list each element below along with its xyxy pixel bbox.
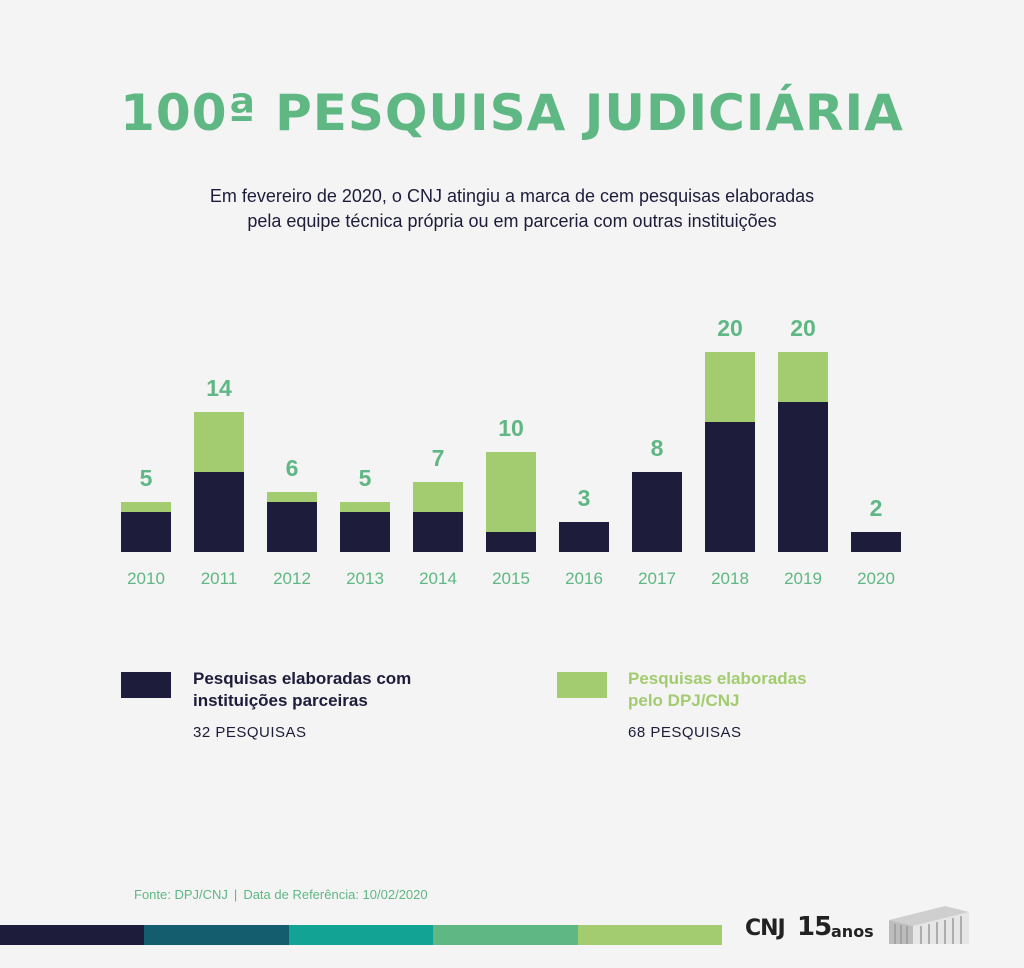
brand-cnj-text: CNJ — [745, 916, 786, 941]
data-label-2012: 6 — [286, 455, 299, 481]
page-title: 100ª PESQUISA JUDICIÁRIA — [120, 84, 904, 142]
x-tick-2015: 2015 — [492, 569, 530, 588]
color-bar-segment — [288, 925, 434, 945]
legend-label-parceiras-line1: Pesquisas elaboradas com — [193, 669, 412, 688]
color-bar-segment — [577, 925, 723, 945]
bar-parceiras-2010 — [121, 512, 171, 552]
color-bar-segment — [433, 925, 578, 945]
bar-parceiras-2016 — [559, 522, 609, 552]
subtitle: Em fevereiro de 2020, o CNJ atingiu a ma… — [112, 184, 912, 234]
bar-dpj-2019 — [778, 352, 828, 402]
reference-date: Data de Referência: 10/02/2020 — [243, 887, 428, 902]
data-label-2015: 10 — [498, 415, 524, 441]
legend-label-dpj: Pesquisas elaboradas pelo DPJ/CNJ — [628, 668, 968, 712]
data-label-2018: 20 — [717, 315, 743, 341]
subtitle-line-1: Em fevereiro de 2020, o CNJ atingiu a ma… — [209, 186, 815, 206]
legend-count-dpj: 68 PESQUISAS — [628, 724, 742, 741]
bar-parceiras-2012 — [267, 502, 317, 552]
color-bar-segment — [144, 925, 289, 945]
x-tick-2020: 2020 — [857, 569, 895, 588]
data-label-2019: 20 — [790, 315, 816, 341]
bar-dpj-2011 — [194, 412, 244, 472]
color-bar-segment — [0, 925, 145, 945]
x-tick-2016: 2016 — [565, 569, 603, 588]
data-label-2016: 3 — [578, 485, 591, 511]
brand-anos-text: anos — [831, 922, 874, 941]
stacked-bar-chart: 5 2010 14 2011 6 2012 5 2013 7 2014 10 2015 3 2016 8 20… — [121, 315, 901, 588]
data-label-2011: 14 — [206, 375, 232, 401]
data-label-2014: 7 — [432, 445, 445, 471]
bar-parceiras-2018 — [705, 422, 755, 552]
x-tick-2019: 2019 — [784, 569, 822, 588]
data-label-2010: 5 — [140, 465, 153, 491]
bar-dpj-2015 — [486, 452, 536, 532]
bar-dpj-2013 — [340, 502, 390, 512]
x-tick-2011: 2011 — [201, 569, 238, 588]
legend-label-parceiras: Pesquisas elaboradas com instituições pa… — [193, 668, 533, 712]
legend-label-parceiras-line2: instituições parceiras — [193, 691, 368, 710]
legend-swatch-parceiras — [121, 672, 171, 698]
bar-parceiras-2015 — [486, 532, 536, 552]
data-label-2013: 5 — [359, 465, 372, 491]
bar-dpj-2018 — [705, 352, 755, 422]
data-label-2020: 2 — [870, 495, 883, 521]
bar-parceiras-2013 — [340, 512, 390, 552]
bar-parceiras-2014 — [413, 512, 463, 552]
legend-swatch-dpj — [557, 672, 607, 698]
building-icon — [889, 906, 969, 944]
x-tick-2017: 2017 — [638, 569, 676, 588]
bar-parceiras-2011 — [194, 472, 244, 552]
x-tick-2018: 2018 — [711, 569, 749, 588]
bar-dpj-2012 — [267, 492, 317, 502]
bar-parceiras-2020 — [851, 532, 901, 552]
footer-color-bar — [0, 925, 723, 945]
legend-label-dpj-line2: pelo DPJ/CNJ — [628, 691, 740, 710]
source-separator: | — [233, 887, 238, 902]
source-note: Fonte: DPJ/CNJ | Data de Referência: 10/02… — [134, 887, 428, 902]
cnj-15-anos-logo: CNJ 15 anos — [745, 900, 975, 950]
bar-dpj-2010 — [121, 502, 171, 512]
bar-parceiras-2017 — [632, 472, 682, 552]
bar-dpj-2014 — [413, 482, 463, 512]
legend-count-parceiras: 32 PESQUISAS — [193, 724, 307, 741]
data-label-2017: 8 — [651, 435, 664, 461]
x-tick-2013: 2013 — [346, 569, 384, 588]
source-text: Fonte: DPJ/CNJ — [134, 887, 228, 902]
bar-parceiras-2019 — [778, 402, 828, 552]
x-tick-2010: 2010 — [127, 569, 165, 588]
subtitle-line-2: pela equipe técnica própria ou em parcer… — [247, 211, 777, 231]
x-tick-2012: 2012 — [273, 569, 311, 588]
x-tick-2014: 2014 — [419, 569, 457, 588]
brand-15-text: 15 — [797, 912, 832, 942]
legend-label-dpj-line1: Pesquisas elaboradas — [628, 669, 807, 688]
